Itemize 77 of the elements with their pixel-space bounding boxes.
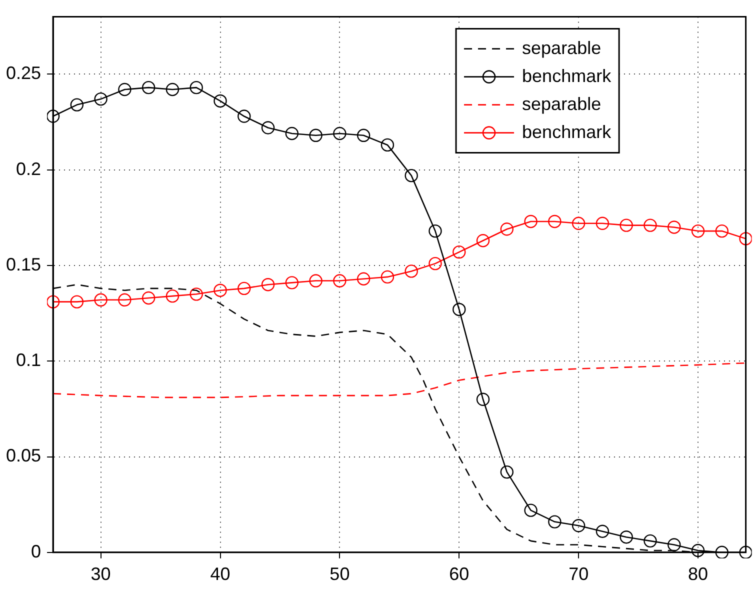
point — [261, 121, 275, 134]
point — [524, 214, 538, 228]
point — [452, 302, 466, 316]
point — [739, 546, 752, 558]
point — [118, 82, 132, 96]
y-tick-label: 0.25 — [6, 63, 42, 84]
point — [715, 546, 729, 558]
point — [356, 128, 370, 142]
point — [739, 232, 752, 246]
x-tick-label: 70 — [568, 564, 589, 584]
point — [380, 270, 394, 284]
point — [428, 256, 442, 270]
point — [620, 530, 633, 544]
point — [333, 126, 346, 140]
point — [166, 82, 180, 96]
point — [70, 98, 84, 112]
point — [380, 138, 394, 152]
point — [285, 126, 299, 140]
point — [404, 168, 418, 182]
y-tick-label: 0 — [31, 541, 42, 562]
point — [333, 274, 346, 288]
point — [476, 234, 490, 248]
point — [691, 224, 705, 238]
point — [214, 284, 227, 297]
point — [142, 291, 156, 305]
point — [70, 295, 84, 308]
point — [548, 214, 562, 228]
point — [428, 224, 442, 238]
point — [476, 392, 490, 406]
point — [190, 288, 203, 301]
point — [572, 216, 586, 230]
point — [668, 538, 681, 552]
point — [644, 218, 657, 232]
point — [309, 128, 322, 142]
point — [596, 216, 610, 230]
y-tick-label: 0.15 — [6, 254, 42, 274]
point — [142, 80, 156, 94]
point — [715, 224, 729, 238]
y-tick-label: 0.1 — [16, 350, 42, 370]
point — [356, 272, 370, 286]
point — [644, 534, 657, 548]
point — [668, 220, 681, 234]
point — [452, 245, 466, 259]
point — [596, 524, 610, 538]
point — [404, 264, 418, 278]
point — [572, 519, 586, 532]
x-tick-label: 80 — [688, 564, 708, 584]
point — [285, 276, 299, 290]
point — [166, 289, 180, 303]
point — [309, 274, 322, 288]
x-tick-label: 40 — [210, 564, 230, 584]
point — [214, 94, 227, 108]
point — [620, 218, 633, 232]
point — [47, 110, 60, 123]
point — [94, 92, 108, 106]
point — [691, 544, 705, 558]
point — [47, 295, 60, 308]
point — [500, 465, 514, 479]
legend-label: benchmark — [522, 122, 612, 142]
point — [238, 110, 251, 123]
point — [500, 222, 514, 236]
point — [548, 515, 562, 528]
point — [524, 504, 538, 517]
point — [261, 278, 275, 292]
point — [94, 293, 108, 307]
legend-label: benchmark — [522, 66, 612, 86]
legend-label: separable — [522, 38, 602, 58]
legend-label: separable — [522, 94, 602, 114]
point — [238, 282, 251, 296]
point — [190, 80, 203, 94]
point — [118, 293, 132, 307]
line-series — [52, 362, 746, 398]
x-tick-label: 30 — [90, 564, 111, 584]
y-tick-label: 0.05 — [6, 446, 42, 466]
y-tick-label: 0.2 — [16, 158, 42, 179]
x-tick-label: 50 — [330, 564, 350, 584]
x-tick-label: 60 — [449, 564, 470, 584]
